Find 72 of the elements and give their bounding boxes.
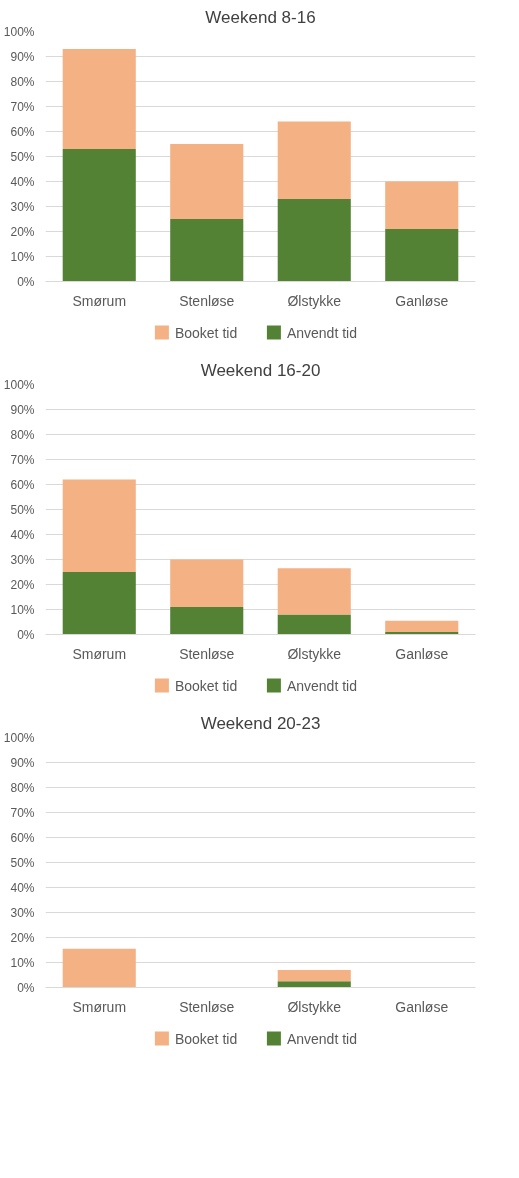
chart-title: Weekend 16-20 [200,360,321,380]
y-tick-label: 100% [3,730,35,745]
legend-label: Anvendt tid [286,677,357,694]
y-tick-label: 40% [10,527,35,542]
x-tick-label: Ganløse [395,292,449,309]
y-tick-label: 90% [10,755,35,770]
y-tick-label: 20% [10,577,35,592]
bar [62,479,136,572]
y-tick-label: 10% [10,602,35,617]
y-tick-label: 70% [10,452,35,467]
y-tick-label: 0% [17,980,35,995]
bar [385,181,459,229]
x-tick-label: Ganløse [395,998,449,1015]
y-tick-label: 0% [17,627,35,642]
x-tick-label: Ganløse [395,645,449,662]
legend-label: Booket tid [174,677,238,694]
bar [62,572,136,635]
chart-title: Weekend 8-16 [205,7,316,27]
y-tick-label: 20% [10,224,35,239]
bar [277,981,351,988]
y-tick-label: 60% [10,477,35,492]
legend-label: Booket tid [174,324,238,341]
bar [277,199,351,282]
legend-label: Anvendt tid [286,1030,357,1047]
bar [385,229,459,282]
y-tick-label: 80% [10,74,35,89]
bar [62,948,136,988]
y-tick-label: 10% [10,249,35,264]
y-tick-label: 70% [10,99,35,114]
y-tick-label: 40% [10,174,35,189]
y-tick-label: 80% [10,427,35,442]
bar [170,559,244,607]
y-tick-label: 60% [10,124,35,139]
x-tick-label: Ølstykke [287,645,342,662]
bar [277,568,351,615]
x-tick-label: Stenløse [179,292,235,309]
bar [170,607,244,635]
chart-title: Weekend 20-23 [200,713,321,733]
y-tick-label: 90% [10,402,35,417]
x-tick-label: Stenløse [179,645,235,662]
y-tick-label: 50% [10,149,35,164]
legend-label: Anvendt tid [286,324,357,341]
bar [277,614,351,635]
bar [62,149,136,282]
bar [277,970,351,982]
y-tick-label: 100% [3,377,35,392]
y-tick-label: 0% [17,274,35,289]
y-tick-label: 30% [10,199,35,214]
bar [385,620,459,632]
bar [277,121,351,199]
x-tick-label: Stenløse [179,998,235,1015]
bar [170,144,244,219]
y-tick-label: 70% [10,805,35,820]
bar [170,219,244,282]
y-tick-label: 100% [3,24,35,39]
legend-label: Booket tid [174,1030,238,1047]
x-tick-label: Smørum [72,645,127,662]
y-tick-label: 40% [10,880,35,895]
y-tick-label: 30% [10,552,35,567]
y-tick-label: 30% [10,905,35,920]
y-tick-label: 50% [10,855,35,870]
x-tick-label: Ølstykke [287,292,342,309]
y-tick-label: 20% [10,930,35,945]
y-tick-label: 10% [10,955,35,970]
x-tick-label: Ølstykke [287,998,342,1015]
y-tick-label: 50% [10,502,35,517]
x-tick-label: Smørum [72,998,127,1015]
y-tick-label: 90% [10,49,35,64]
x-tick-label: Smørum [72,292,127,309]
y-tick-label: 60% [10,830,35,845]
bar [62,49,136,149]
y-tick-label: 80% [10,780,35,795]
